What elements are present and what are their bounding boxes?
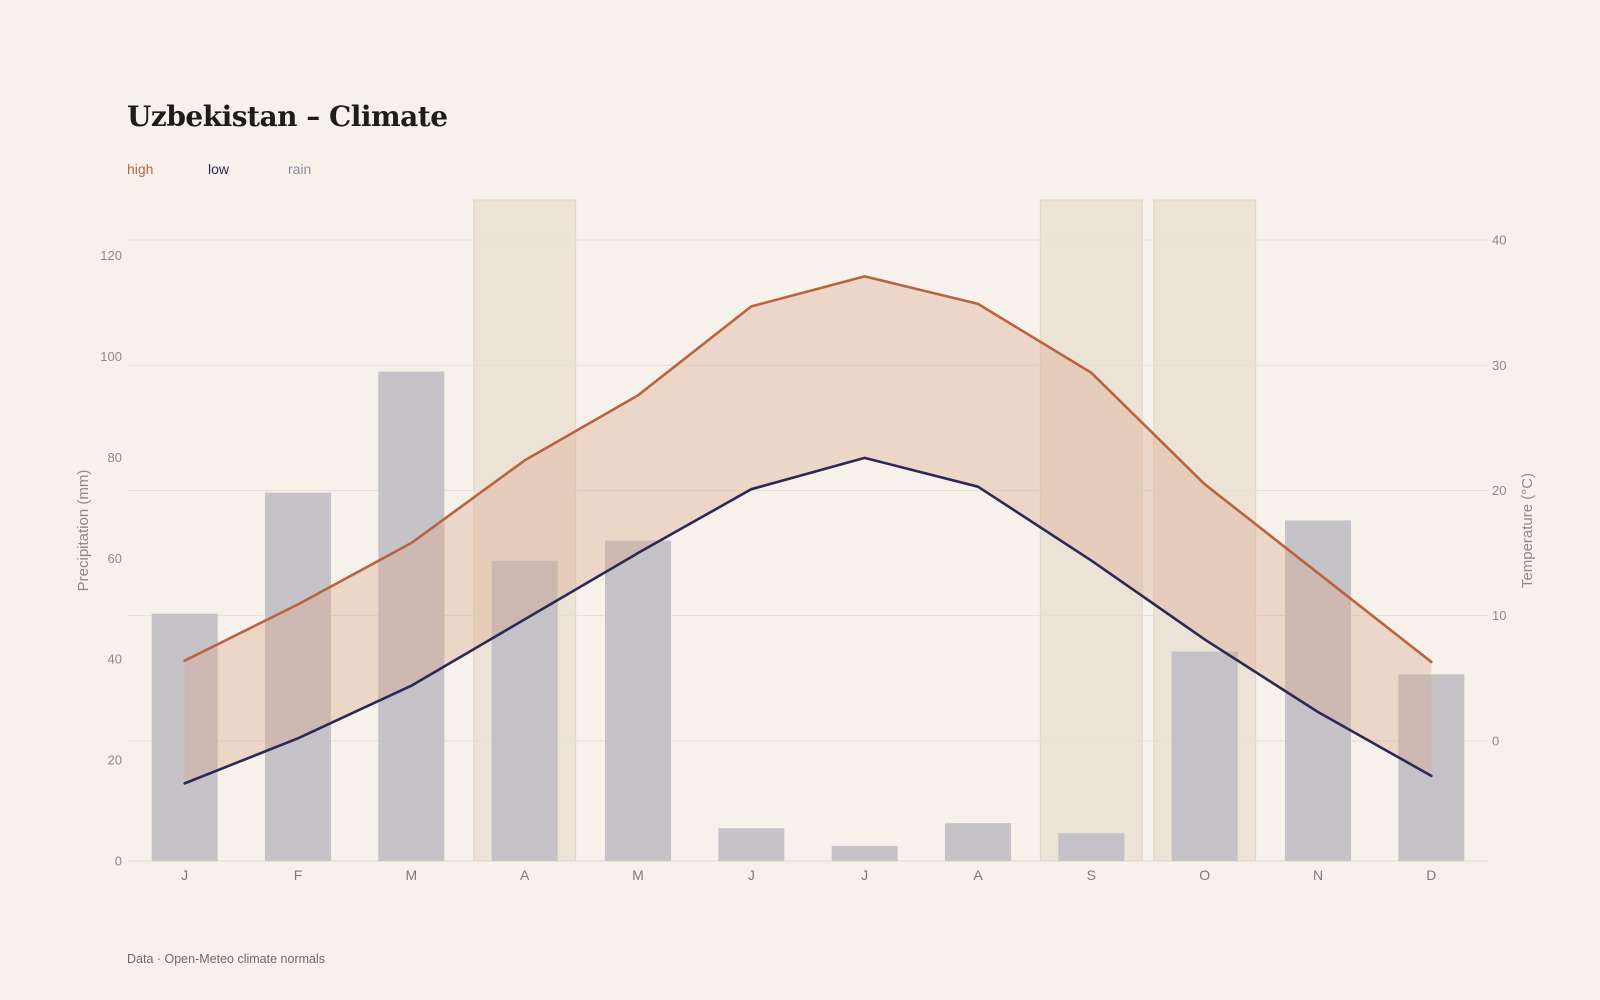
x-tick-label: J <box>861 867 868 883</box>
x-tick-label: O <box>1199 867 1210 883</box>
y-right-tick-label: 30 <box>1492 358 1506 373</box>
rain-bar <box>151 613 218 861</box>
chart-title: Uzbekistan – Climate <box>127 100 448 133</box>
rain-bar <box>1058 833 1125 861</box>
x-tick-label: A <box>973 867 983 883</box>
rain-bar <box>378 371 445 861</box>
high-temperature-line <box>183 275 1433 664</box>
y-right-tick-label: 10 <box>1492 608 1506 623</box>
y-right-tick-label: 0 <box>1492 733 1499 748</box>
x-tick-label: J <box>748 867 755 883</box>
rain-bar <box>265 492 331 861</box>
y-left-tick-label: 120 <box>100 248 122 263</box>
y-left-tick-label: 60 <box>108 551 122 566</box>
y-right-tick-label: 20 <box>1492 483 1506 498</box>
x-tick-label: N <box>1313 867 1323 883</box>
x-tick-label: A <box>520 867 530 883</box>
x-tick-label: F <box>294 867 303 883</box>
rain-bar <box>605 540 671 861</box>
y-right-axis-title: Temperature (°C) <box>1519 473 1536 588</box>
x-tick-label: M <box>405 867 417 883</box>
temperature-range-area <box>184 276 1432 784</box>
y-left-tick-label: 20 <box>108 753 122 768</box>
y-left-tick-label: 40 <box>108 652 122 667</box>
legend-low[interactable]: low <box>208 161 230 177</box>
low-temperature-line <box>183 456 1433 785</box>
legend-rain[interactable]: rain <box>288 161 312 177</box>
rain-bar <box>491 560 558 861</box>
highlight-band <box>1039 199 1143 862</box>
source-note: Data · Open-Meteo climate normals <box>127 952 325 966</box>
y-left-tick-label: 0 <box>115 854 122 869</box>
y-left-tick-label: 80 <box>108 450 122 465</box>
y-right-tick-label: 40 <box>1492 233 1506 248</box>
x-tick-label: J <box>181 867 188 883</box>
x-tick-label: M <box>632 867 644 883</box>
rain-bar <box>1285 520 1351 861</box>
x-tick-label: S <box>1087 867 1096 883</box>
rain-bar <box>1398 674 1465 861</box>
rain-bar <box>831 845 898 861</box>
y-left-tick-label: 100 <box>100 349 122 364</box>
rain-bar <box>945 823 1011 861</box>
y-left-axis-title: Precipitation (mm) <box>75 470 92 592</box>
x-tick-label: D <box>1426 867 1436 883</box>
rain-bar <box>1171 651 1238 861</box>
rain-bar <box>718 828 785 861</box>
legend-high[interactable]: high <box>127 161 154 177</box>
